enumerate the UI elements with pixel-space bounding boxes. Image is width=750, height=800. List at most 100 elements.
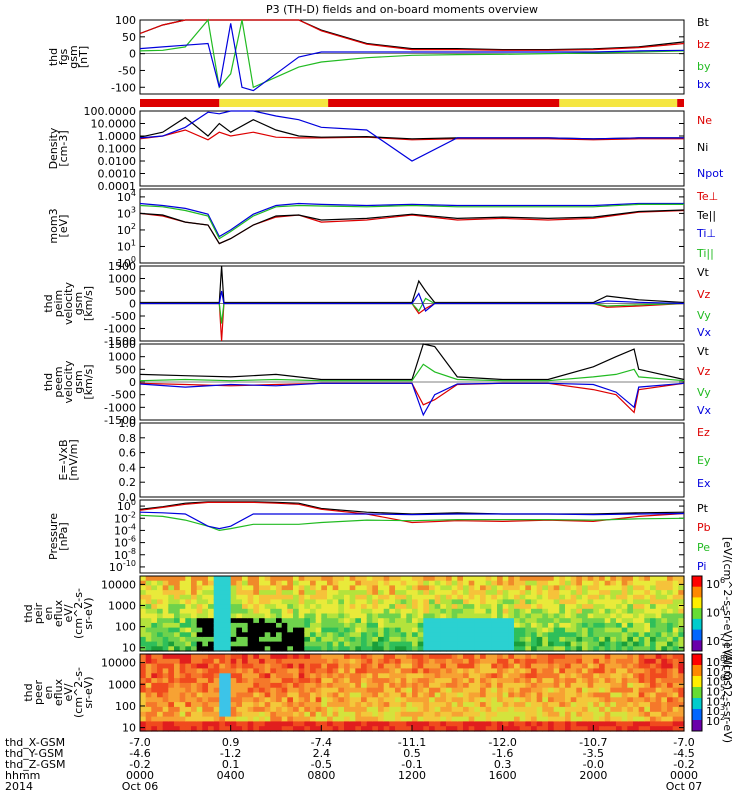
spectrogram-cell [213,711,220,718]
spectrogram-cell [185,702,192,708]
spectrogram-cell [587,604,594,610]
spectrogram-cell [599,604,606,610]
spectrogram-cell [644,658,651,665]
spectrogram-cell [451,622,458,629]
spectrogram-cell [395,590,402,596]
spectrogram-cell [196,646,203,652]
spectrogram-cell [417,594,424,601]
spectrogram-cell [310,632,317,638]
spectrogram-cell [310,608,317,615]
spectrogram-cell [196,604,203,610]
spectrogram-cell [168,576,175,582]
spectrogram-cell [678,697,685,703]
spectrogram-cell [514,697,521,703]
spectrogram-cell [400,646,407,652]
spectrogram-cell [593,687,600,694]
spectrogram-cell [610,673,617,679]
y-axis-label: (cm^2-s- [72,588,85,639]
spectrogram-cell [281,627,288,633]
spectrogram-cell [508,585,515,591]
spectrogram-cell [361,618,368,624]
spectrogram-cell [145,627,152,633]
spectrogram-cell [621,678,628,684]
spectrogram-cell [638,663,645,669]
spectrogram-cell [474,576,481,582]
spectrogram-cell [678,702,685,708]
spectrogram-cell [429,608,436,615]
y-axis-label: mom3 [47,208,60,243]
spectrogram-cell [576,590,583,596]
spectrogram-cell [264,646,271,652]
y-axis-label: thd [22,683,35,701]
spectrogram-cell [213,604,220,610]
spectrogram-cell [315,613,322,619]
spectrogram-cell [519,687,526,694]
spectrogram-cell [157,654,164,660]
spectrogram-cell [298,622,305,629]
spectrogram-cell [327,721,334,727]
spectrogram-cell [185,697,192,703]
spectrogram-cell [412,687,419,694]
spectrogram-cell [304,632,311,638]
spectrogram-cell [491,687,498,694]
spectrogram-cell [508,658,515,665]
spectrogram-cell [383,687,390,694]
spectrogram-cell [638,590,645,596]
spectrogram-cell [157,627,164,633]
spectrogram-cell [298,641,305,647]
spectrogram-cell [259,604,266,610]
spectrogram-cell [293,641,300,647]
spectrogram-cell [446,682,453,689]
spectrogram-cell [264,716,271,722]
spectrogram-cell [315,590,322,596]
spectrogram-cell [599,627,606,633]
spectrogram-cell [446,641,453,647]
spectrogram-cell [151,618,158,624]
spectrogram-cell [502,590,509,596]
spectrogram-cell [508,576,515,582]
spectrogram-cell [315,702,322,708]
spectrogram-cell [332,668,339,674]
panel-frame [139,575,685,652]
spectrogram-cell [633,622,640,629]
spectrogram-cell [514,646,521,652]
spectrogram-cell [264,687,271,694]
spectrogram-cell [621,711,628,718]
spectrogram-cell [451,668,458,674]
spectrogram-cell [389,721,396,727]
spectrogram-cell [548,682,555,689]
spectrogram-cell [276,590,283,596]
spectrogram-cell [468,721,475,727]
spectrogram-cell [179,622,186,629]
spectrogram-cell [514,716,521,722]
spectrogram-cell [247,702,254,708]
colorbar-segment [692,640,702,652]
spectrogram-cell [406,646,413,652]
spectrogram-cell [457,654,464,660]
spectrogram-cell [304,716,311,722]
spectrogram-cell [298,692,305,698]
panel-frame [139,422,685,498]
y-tick-label: 1.0000 [98,130,137,143]
x-tick-label: 0000 [670,769,698,782]
spectrogram-cell [298,636,305,643]
y-axis-label: peir [32,602,45,624]
spectrogram-cell [406,678,413,684]
spectrogram-cell [338,604,345,610]
spectrogram-cell [463,618,470,624]
series-line-Vy [139,363,685,382]
spectrogram-cell [446,599,453,605]
spectrogram-cell [559,636,566,643]
spectrogram-cell [395,726,402,732]
spectrogram-cell [247,697,254,703]
spectrogram-cell [582,646,589,652]
colorbar-segment [692,709,702,721]
spectrogram-cell [304,697,311,703]
spectrogram-cell [412,721,419,727]
spectrogram-cell [519,711,526,718]
spectrogram-cell [315,668,322,674]
spectrogram-cell [502,622,509,629]
spectrogram-cell [259,663,266,669]
spectrogram-cell [604,622,611,629]
